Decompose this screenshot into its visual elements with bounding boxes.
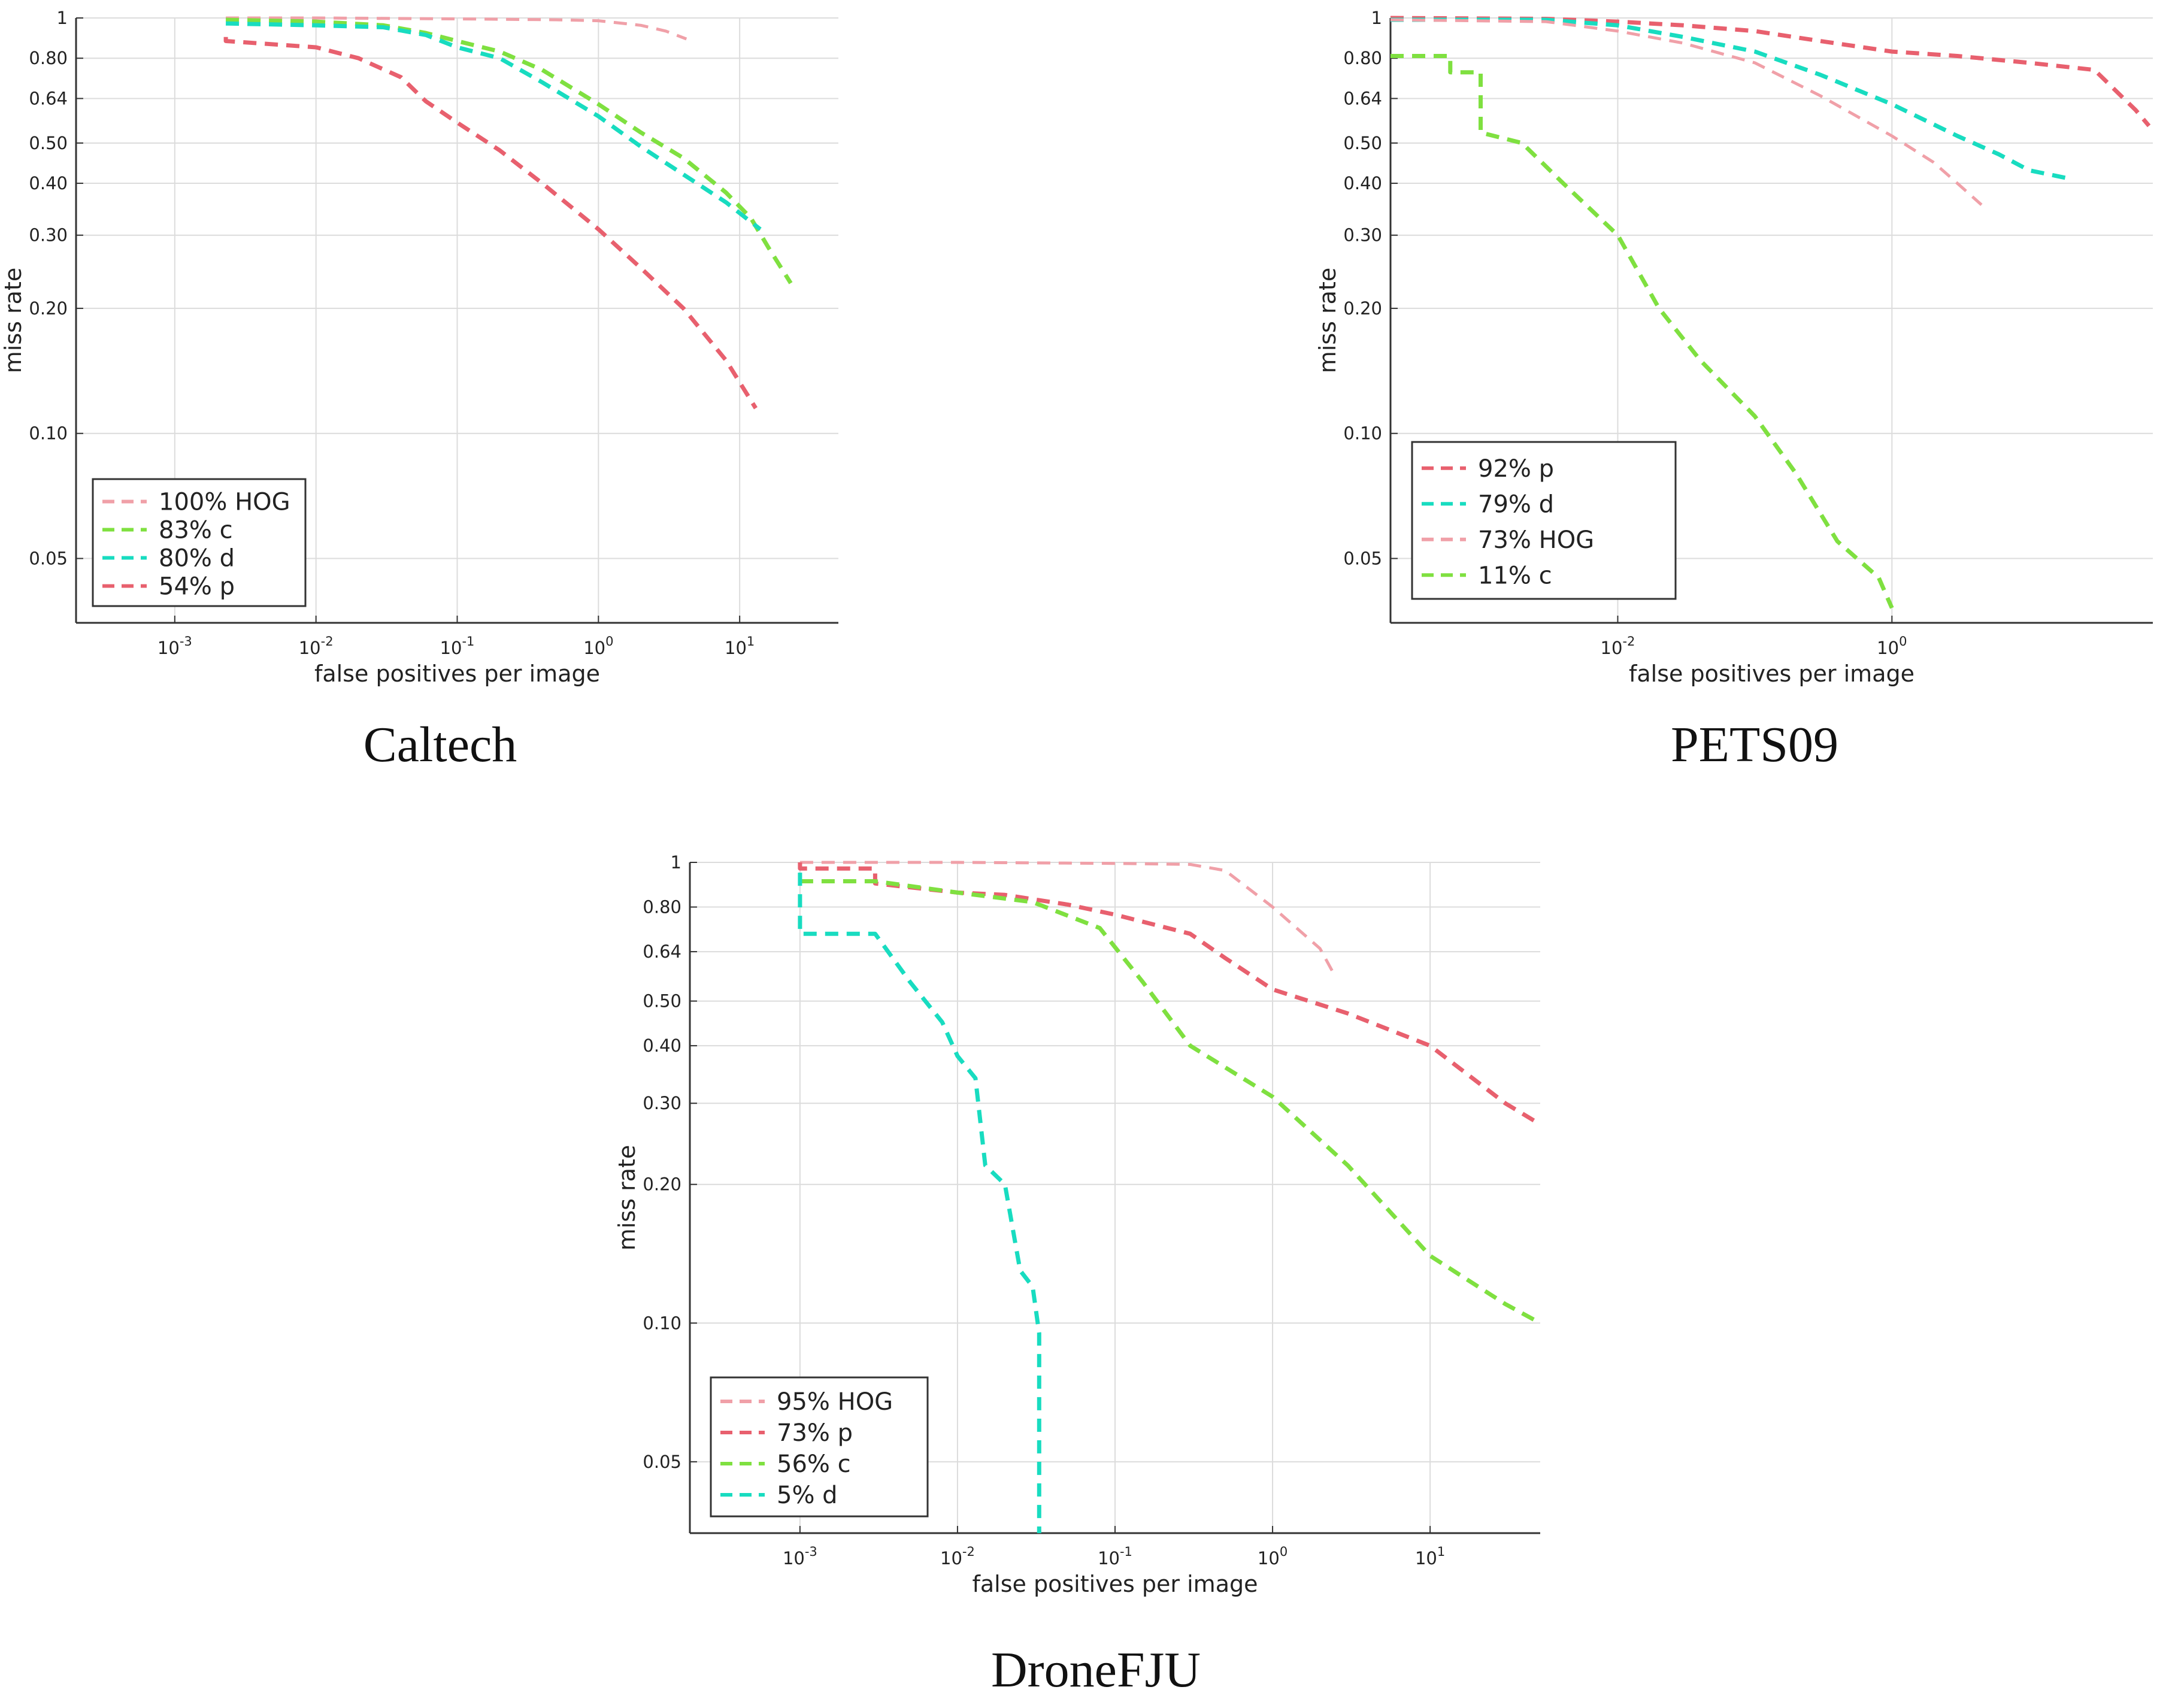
legend-entry: 92% p xyxy=(1478,455,1554,483)
x-tick-label: 10-2 xyxy=(1601,634,1635,658)
caltech-chart: 1 0.80 0.64 0.50 0.40 0.30 0.20 0.10 0.05 10-3 10-… xyxy=(0,8,838,687)
x-tick-label: 100 xyxy=(1877,634,1907,658)
legend-entry: 11% c xyxy=(1478,562,1552,589)
x-tick-label: 101 xyxy=(725,634,755,658)
pets09-chart: 1 0.80 0.64 0.50 0.40 0.30 0.20 0.10 0.05 10-2 100… xyxy=(1314,8,2153,687)
y-tick-label: 1 xyxy=(671,852,681,873)
y-tick-label: 0.05 xyxy=(1343,549,1382,569)
dronefju-chart: 1 0.80 0.64 0.50 0.40 0.30 0.20 0.10 0.05 10-3 10-… xyxy=(614,852,1541,1597)
y-tick-label: 0.50 xyxy=(1343,133,1382,153)
legend-entry: 80% d xyxy=(159,545,235,573)
legend-entry: 95% HOG xyxy=(777,1388,893,1416)
y-tick-label: 0.64 xyxy=(643,941,681,962)
x-tick-label: 10-1 xyxy=(440,634,475,658)
x-tick-label: 101 xyxy=(1415,1545,1445,1568)
y-tick-label: 0.50 xyxy=(643,991,681,1012)
y-tick-label: 0.80 xyxy=(643,897,681,917)
y-tick-label: 0.40 xyxy=(29,173,68,193)
y-tick-label: 0.30 xyxy=(643,1093,681,1113)
legend-entry: 79% d xyxy=(1478,490,1554,518)
y-tick-label: 0.05 xyxy=(29,549,68,569)
x-tick-label: 100 xyxy=(583,634,613,658)
series-line-92-p xyxy=(1390,16,2151,128)
y-tick-label: 0.20 xyxy=(643,1174,681,1195)
legend-entry: 5% d xyxy=(777,1482,838,1509)
y-tick-label: 0.40 xyxy=(643,1035,681,1056)
x-axis-label: false positives per image xyxy=(314,661,600,687)
series-line-11-c xyxy=(1391,54,1894,609)
legend-entry: 73% p xyxy=(777,1419,853,1447)
pets09-caption: PETS09 xyxy=(1670,717,1839,773)
y-tick-label: 0.64 xyxy=(29,88,68,108)
series-line-83-c xyxy=(226,17,793,284)
caltech-caption: Caltech xyxy=(363,717,517,773)
legend-entry: 54% p xyxy=(159,573,235,601)
y-tick-label: 0.05 xyxy=(643,1452,681,1472)
x-axis-label: false positives per image xyxy=(973,1571,1258,1597)
legend-entry: 56% c xyxy=(777,1450,851,1478)
y-tick-label: 1 xyxy=(57,8,68,28)
y-axis-label: miss rate xyxy=(1314,268,1341,373)
y-tick-label: 0.80 xyxy=(29,48,68,68)
series-line-5-d xyxy=(798,873,1041,1533)
legend-box xyxy=(1411,441,1677,600)
series-line-56-c xyxy=(799,879,1541,1325)
series-line-73-hog xyxy=(1390,18,1983,206)
series-line-100-hog xyxy=(226,16,687,41)
y-tick-label: 0.40 xyxy=(1343,173,1382,193)
x-tick-label: 10-2 xyxy=(299,634,334,658)
dronefju-caption: DroneFJU xyxy=(991,1642,1201,1698)
x-tick-label: 10-3 xyxy=(783,1545,817,1568)
y-tick-label: 0.80 xyxy=(1343,48,1382,68)
series-line-95-hog xyxy=(799,861,1334,973)
series-line-54-p xyxy=(223,37,758,410)
x-tick-label: 10-1 xyxy=(1098,1545,1132,1568)
legend-entry: 73% HOG xyxy=(1478,526,1594,554)
series-line-80-d xyxy=(226,21,762,231)
x-tick-label: 10-2 xyxy=(940,1545,975,1568)
y-tick-label: 0.64 xyxy=(1343,88,1382,108)
y-tick-label: 1 xyxy=(1371,8,1382,28)
legend-entry: 100% HOG xyxy=(159,489,290,516)
y-axis-label: miss rate xyxy=(0,268,26,373)
x-tick-label: 100 xyxy=(1258,1545,1288,1568)
y-tick-label: 0.30 xyxy=(1343,225,1382,246)
y-tick-label: 0.10 xyxy=(1343,423,1382,444)
y-tick-label: 0.10 xyxy=(643,1313,681,1333)
y-tick-label: 0.10 xyxy=(29,423,68,444)
series-line-73-p xyxy=(798,862,1541,1126)
y-tick-label: 0.50 xyxy=(29,133,68,153)
y-axis-label: miss rate xyxy=(614,1145,640,1250)
legend-entry: 83% c xyxy=(159,517,233,544)
series-line-79-d xyxy=(1391,17,2071,181)
y-tick-label: 0.20 xyxy=(29,298,68,319)
x-tick-label: 10-3 xyxy=(157,634,192,658)
y-tick-label: 0.20 xyxy=(1343,298,1382,319)
x-axis-label: false positives per image xyxy=(1629,661,1914,687)
y-tick-label: 0.30 xyxy=(29,225,68,246)
